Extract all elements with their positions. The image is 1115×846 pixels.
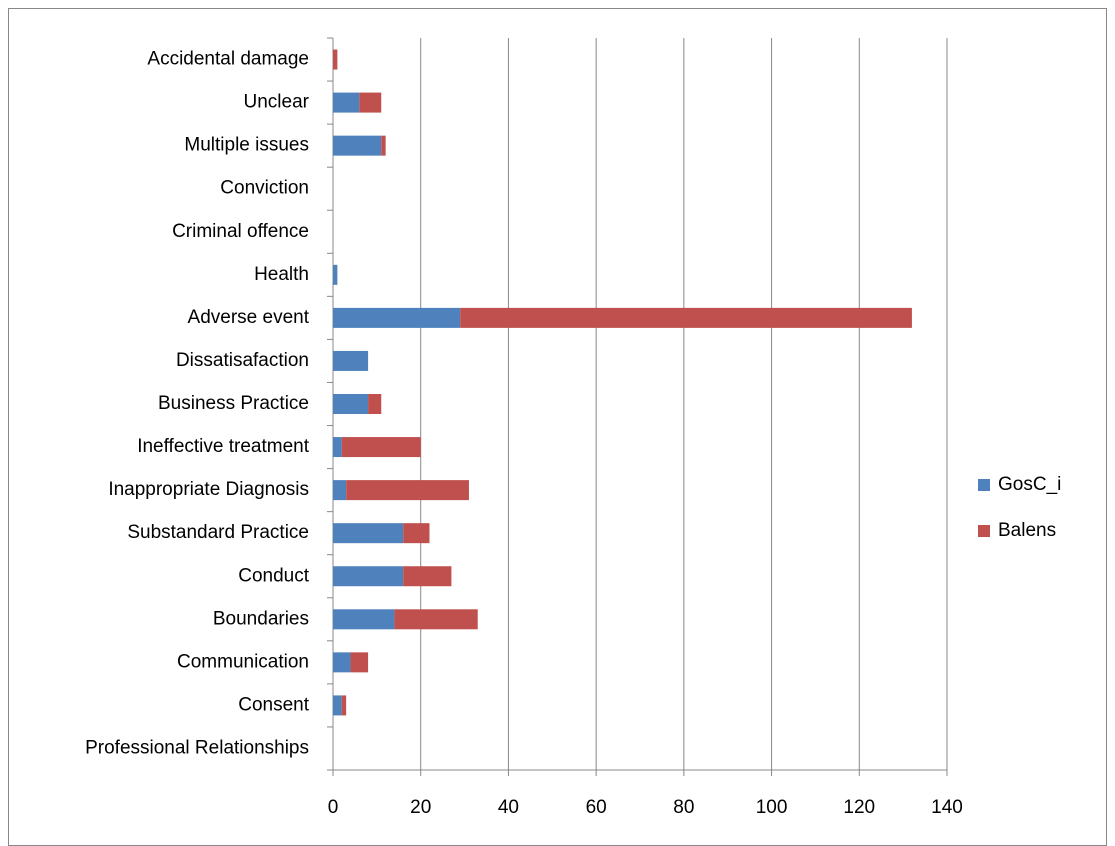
bar-segment bbox=[333, 652, 351, 673]
bar-segment bbox=[341, 695, 347, 716]
y-tick-label: Substandard Practice bbox=[127, 522, 309, 543]
bar-segment bbox=[333, 695, 342, 716]
y-tick-label: Boundaries bbox=[213, 608, 309, 629]
y-tick-label: Adverse event bbox=[188, 307, 310, 328]
x-tick-label: 40 bbox=[498, 797, 519, 818]
y-tick-label: Dissatisafaction bbox=[176, 350, 309, 371]
x-tick-label: 100 bbox=[756, 797, 788, 818]
bar-segment bbox=[333, 566, 404, 587]
x-tick-label: 60 bbox=[586, 797, 607, 818]
x-tick-label: 80 bbox=[673, 797, 694, 818]
y-tick-label: Conviction bbox=[220, 178, 309, 199]
bar-segment bbox=[333, 49, 338, 70]
y-tick-label: Multiple issues bbox=[184, 135, 309, 156]
y-tick-label: Conduct bbox=[238, 565, 309, 586]
legend-swatch bbox=[978, 479, 990, 491]
chart-frame bbox=[8, 8, 1107, 846]
bar-segment bbox=[333, 437, 342, 458]
bar-segment bbox=[359, 92, 382, 113]
y-tick-label: Business Practice bbox=[158, 393, 309, 414]
bar-segment bbox=[346, 480, 469, 501]
bar-segment bbox=[333, 92, 360, 113]
y-tick-label: Communication bbox=[177, 651, 309, 672]
bar-segment bbox=[333, 307, 461, 328]
bar-segment bbox=[333, 135, 382, 156]
bar-segment bbox=[333, 609, 395, 630]
bar-segment bbox=[403, 523, 430, 544]
bar-segment bbox=[403, 566, 452, 587]
legend-label: GosC_i bbox=[998, 474, 1061, 495]
legend-label: Balens bbox=[998, 520, 1056, 541]
bar-segment bbox=[460, 307, 912, 328]
bar-segment bbox=[333, 394, 369, 414]
y-tick-label: Health bbox=[254, 264, 309, 285]
bar-segment bbox=[333, 480, 347, 501]
x-tick-label: 20 bbox=[410, 797, 431, 818]
bar-segment bbox=[368, 394, 382, 414]
y-tick-label: Unclear bbox=[244, 92, 310, 113]
bar-segment bbox=[394, 609, 478, 630]
bar-segment bbox=[381, 135, 386, 156]
x-tick-label: 140 bbox=[931, 797, 963, 818]
bar-segment bbox=[333, 264, 338, 285]
x-tick-label: 120 bbox=[843, 797, 875, 818]
y-tick-label: Consent bbox=[238, 694, 309, 715]
x-tick-label: 0 bbox=[328, 797, 339, 818]
y-tick-label: Accidental damage bbox=[147, 49, 309, 70]
bar-segment bbox=[341, 437, 421, 458]
legend-swatch bbox=[978, 525, 990, 537]
y-tick-label: Criminal offence bbox=[172, 221, 309, 242]
bar-segment bbox=[333, 350, 369, 371]
y-tick-label: Ineffective treatment bbox=[137, 436, 310, 457]
bar-segment bbox=[350, 652, 369, 673]
y-tick-label: Professional Relationships bbox=[85, 737, 309, 758]
bar-segment bbox=[333, 523, 404, 544]
y-tick-label: Inappropriate Diagnosis bbox=[108, 479, 309, 500]
